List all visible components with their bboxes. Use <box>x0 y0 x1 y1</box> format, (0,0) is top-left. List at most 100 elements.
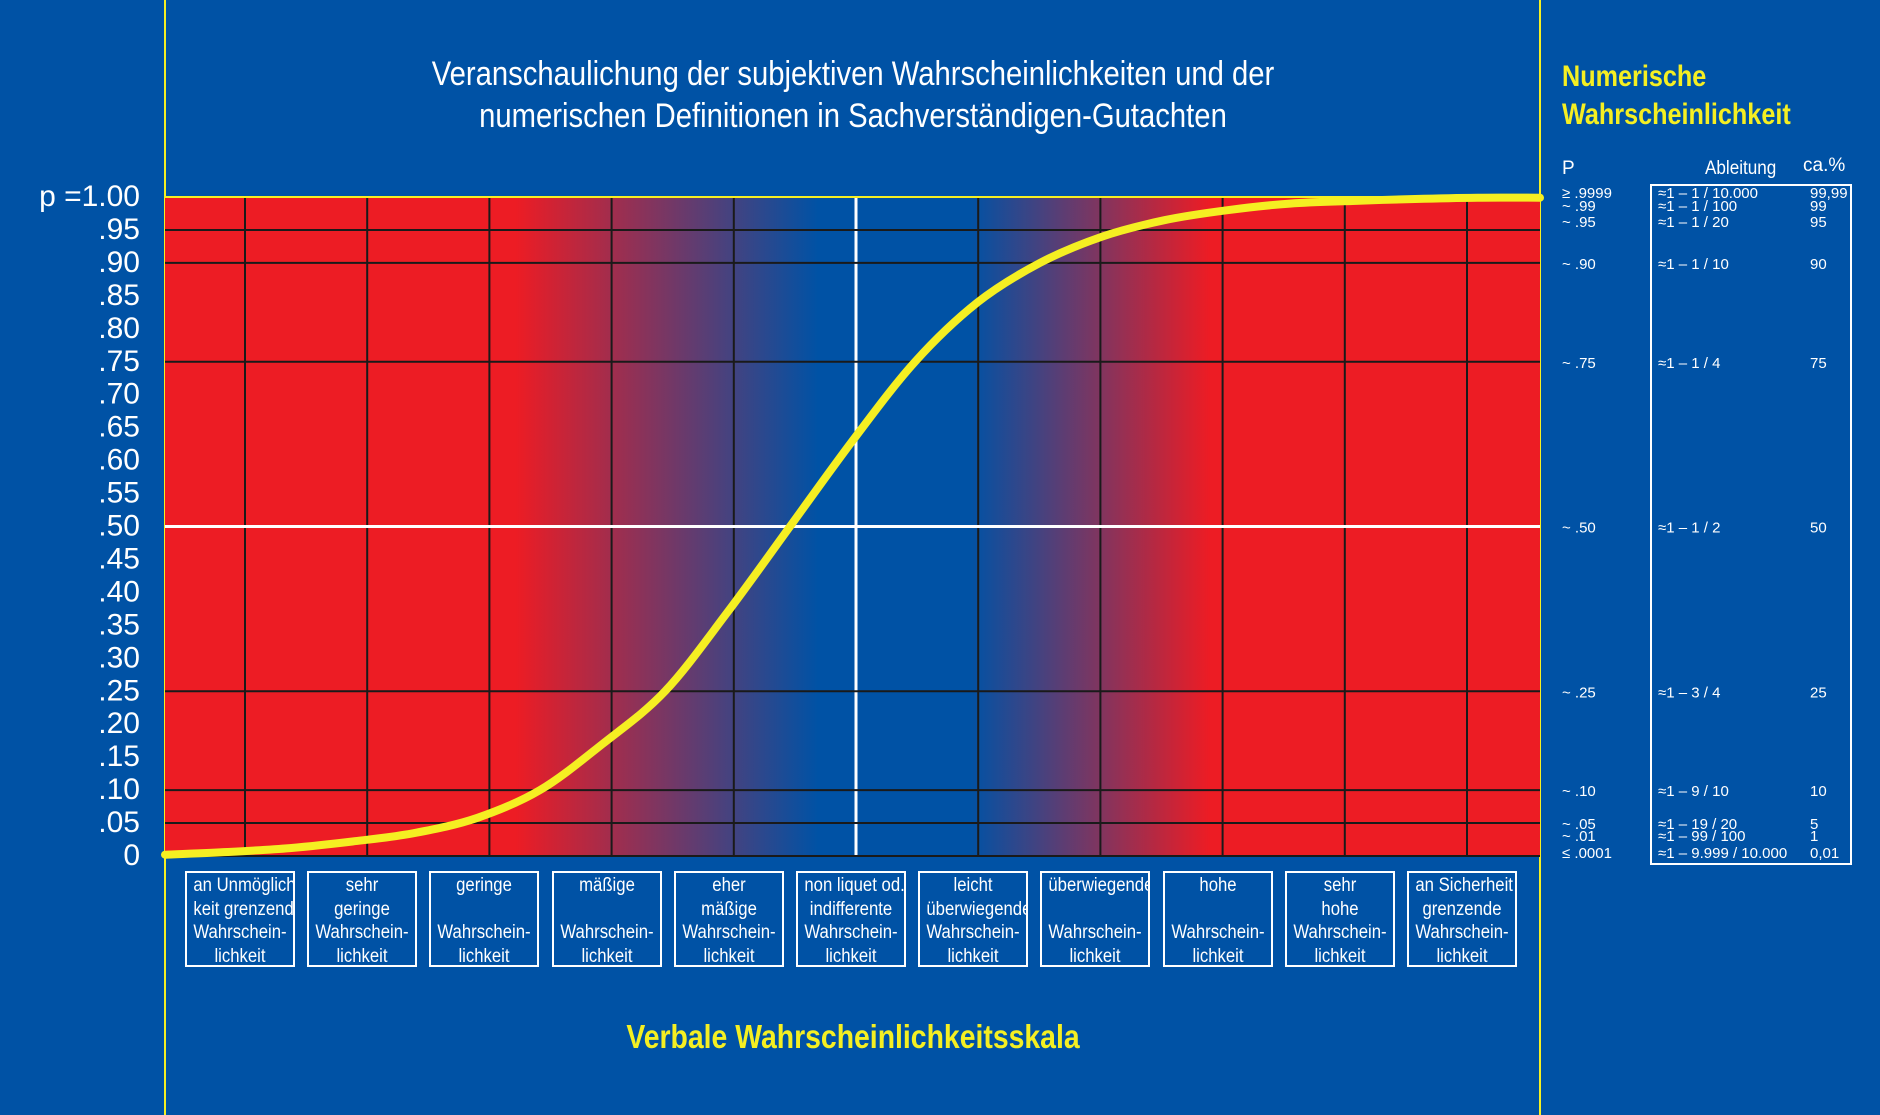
verbal-category-line: grenzende <box>1422 898 1502 920</box>
verbal-category-line: Wahrschein- <box>1415 922 1509 943</box>
table-ableitung-value: ≈1 – 1 / 10.000 <box>1658 185 1758 202</box>
table-p-value: ~ .75 <box>1562 355 1596 372</box>
verbal-category-line: lichkeit <box>1069 945 1121 967</box>
table-p-value: ~ .25 <box>1562 684 1596 701</box>
table-ableitung-value: ≈1 – 99 / 100 <box>1658 828 1745 845</box>
y-tick-label: .35 <box>98 608 140 641</box>
verbal-category-line: lichkeit <box>336 945 388 967</box>
table-p-value: ≤ .0001 <box>1562 845 1612 862</box>
table-header-p: P <box>1562 158 1575 179</box>
table-ableitung-value: ≈1 – 3 / 4 <box>1658 684 1720 701</box>
verbal-category-box: hohe Wahrschein-lichkeit <box>1162 871 1273 967</box>
y-tick-label: .05 <box>98 806 140 839</box>
table-ableitung-value: ≈1 – 1 / 20 <box>1658 214 1729 231</box>
verbal-category-line: lichkeit <box>1192 945 1244 967</box>
table-p-value: ~ .90 <box>1562 256 1596 273</box>
verbal-category-line: indifferente <box>809 898 893 920</box>
table-p-value: ≥ .9999 <box>1562 185 1612 202</box>
y-tick-label: .10 <box>98 773 140 806</box>
verbal-category-box: eher mäßige Wahrschein-lichkeit <box>673 871 784 967</box>
table-header-ableitung: Ableitung <box>1705 157 1776 178</box>
y-tick-label: .25 <box>98 674 140 707</box>
table-percent-value: 50 <box>1810 520 1827 537</box>
verbal-category-line: Wahrschein- <box>315 922 409 943</box>
table-p-value: ~ .50 <box>1562 520 1596 537</box>
y-tick-label: .45 <box>98 542 140 575</box>
verbal-category-line: überwiegende <box>1048 875 1151 896</box>
verbal-category-line: an Sicherheit <box>1415 875 1513 896</box>
verbal-category-line: mäßige <box>578 875 635 896</box>
y-tick-label: .55 <box>98 477 140 510</box>
verbal-category-line: sehr <box>345 875 379 896</box>
verbal-category-box: sehr geringe Wahrschein-lichkeit <box>307 871 418 967</box>
table-ableitung-value: ≈1 – 1 / 4 <box>1658 355 1720 372</box>
table-percent-value: 90 <box>1810 256 1827 273</box>
verbal-category-line: lichkeit <box>1314 945 1366 967</box>
verbal-category-line: Wahrschein- <box>804 922 898 943</box>
verbal-category-box: an Unmöglich-keit grenzende Wahrschein-li… <box>185 871 295 967</box>
y-tick-label: .75 <box>98 345 140 378</box>
verbal-category-line: keit grenzende <box>193 898 295 920</box>
verbal-category-line: Wahrschein- <box>926 922 1020 943</box>
verbal-category-line: Wahrschein- <box>682 922 776 943</box>
numeric-table-frame <box>1650 184 1852 865</box>
verbal-scale-title: Verbale Wahrscheinlichkeitsskala <box>626 1018 1080 1055</box>
table-percent-value: 1 <box>1810 828 1818 845</box>
probability-curve <box>161 193 1544 859</box>
verbal-category-box: non liquet od. indifferente Wahrschein-lic… <box>796 871 906 967</box>
verbal-category-line: lichkeit <box>581 945 633 967</box>
verbal-category-box: überwiegende Wahrschein-lichkeit <box>1040 871 1151 967</box>
y-tick-label: .30 <box>98 641 140 674</box>
verbal-category-line: lichkeit <box>947 945 999 967</box>
verbal-category-line: non liquet od. <box>804 875 905 896</box>
y-tick-label: .65 <box>98 411 140 444</box>
table-percent-value: 99 <box>1810 198 1827 215</box>
y-tick-label: .80 <box>98 312 140 345</box>
horizontal-grid <box>165 228 1540 825</box>
table-percent-value: 25 <box>1810 684 1827 701</box>
verbal-category-line: Wahrschein- <box>559 922 654 943</box>
table-p-value: ~ .10 <box>1562 783 1596 800</box>
y-tick-label: .70 <box>98 378 140 411</box>
verbal-category-line: geringe <box>456 875 513 896</box>
verbal-category-line: lichkeit <box>1436 945 1488 967</box>
table-percent-value: 95 <box>1810 214 1827 231</box>
verbal-category-line: Wahrschein- <box>1293 922 1387 943</box>
verbal-category-box: sehr hohe Wahrschein-lichkeit <box>1284 871 1395 967</box>
table-percent-value: 10 <box>1810 783 1827 800</box>
y-tick-label: .60 <box>98 444 140 477</box>
verbal-category-line: geringe <box>334 898 391 920</box>
verbal-category-line: leicht <box>953 875 993 896</box>
verbal-category-line <box>1049 898 1142 922</box>
table-ableitung-value: ≈1 – 19 / 20 <box>1658 816 1737 833</box>
y-tick-label: .90 <box>98 246 140 279</box>
verbal-category-line: Wahrschein- <box>193 922 287 943</box>
table-percent-value: 5 <box>1810 816 1818 833</box>
verbal-category-line: lichkeit <box>458 945 510 967</box>
y-tick-label: .85 <box>98 279 140 312</box>
verbal-category-box: mäßige Wahrschein-lichkeit <box>551 871 662 967</box>
verbal-category-line: sehr <box>1323 875 1357 896</box>
y-tick-label: .20 <box>98 707 140 740</box>
verbal-category-box: geringe Wahrschein-lichkeit <box>429 871 540 967</box>
verbal-category-line: hohe <box>1198 875 1237 896</box>
verbal-category-box: leicht überwiegende Wahrschein-lichkeit <box>918 871 1029 967</box>
y-tick-label: .15 <box>98 740 140 773</box>
verbal-category-line: Wahrschein- <box>1048 922 1143 943</box>
verbal-category-line: an Unmöglich- <box>193 875 295 896</box>
numeric-panel-title-line-2: Wahrscheinlichkeit <box>1562 98 1791 131</box>
table-ableitung-value: ≈1 – 9 / 10 <box>1658 783 1729 800</box>
y-axis-labels: p =1.00.95.90.85.80.75.70.65.60.55.50.45… <box>39 180 140 872</box>
verbal-category-line: überwiegende <box>926 898 1029 920</box>
y-tick-label: .95 <box>98 213 140 246</box>
title-line-1: Veranschaulichung der subjektiven Wahrsc… <box>431 55 1275 93</box>
verbal-category-line: lichkeit <box>825 945 877 967</box>
verbal-category-line: mäßige <box>700 898 757 920</box>
table-percent-value: 99,99 <box>1810 185 1848 202</box>
table-percent-value: 0,01 <box>1810 845 1839 862</box>
verbal-category-line: lichkeit <box>214 945 266 967</box>
table-ableitung-value: ≈1 – 1 / 100 <box>1658 198 1737 215</box>
title-line-2: numerischen Definitionen in Sachverständ… <box>479 97 1227 135</box>
table-ableitung-value: ≈1 – 1 / 2 <box>1658 520 1720 537</box>
